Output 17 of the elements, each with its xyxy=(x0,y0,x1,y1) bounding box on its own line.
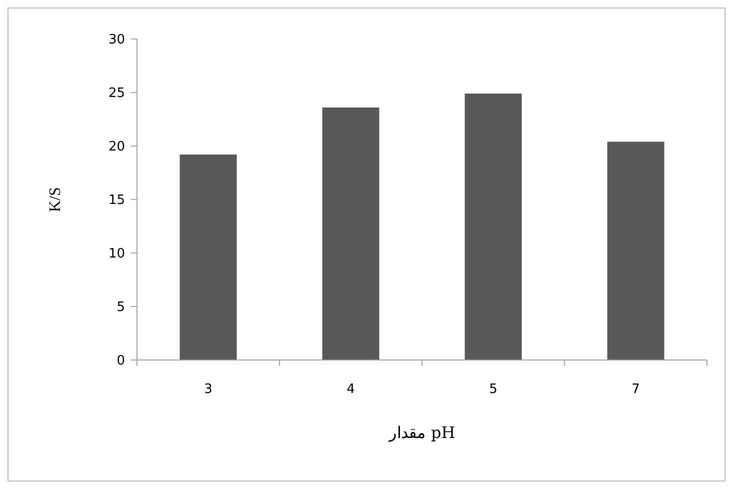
x-tick-label: 5 xyxy=(489,382,498,397)
x-axis-title: مقدار pH xyxy=(388,423,456,442)
bar xyxy=(607,142,664,360)
y-tick-label: 25 xyxy=(108,86,125,102)
y-tick-label: 10 xyxy=(108,246,125,262)
bar xyxy=(322,107,380,360)
y-tick-label: 20 xyxy=(108,140,125,155)
y-tick-label: 0 xyxy=(116,354,125,369)
y-tick-label: 30 xyxy=(108,32,125,48)
y-tick-label: 15 xyxy=(108,193,125,208)
x-tick-label: 4 xyxy=(346,382,355,397)
x-tick-label: 7 xyxy=(632,382,640,397)
x-tick-label: 3 xyxy=(204,382,212,397)
y-tick-label: 5 xyxy=(116,300,125,316)
bar xyxy=(180,154,237,360)
y-axis-title: K/S xyxy=(47,187,64,212)
bar xyxy=(464,94,522,360)
